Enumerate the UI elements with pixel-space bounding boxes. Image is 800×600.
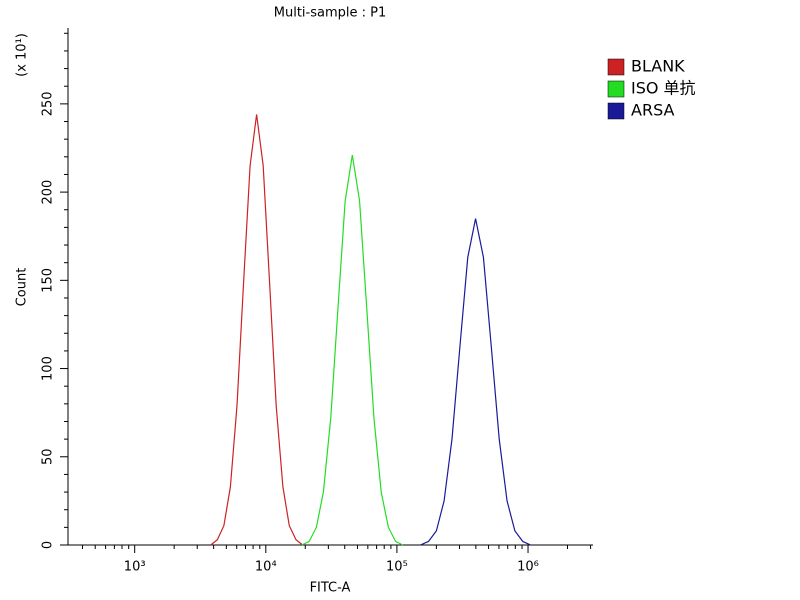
x-tick-label: 10³ (124, 560, 146, 575)
y-tick-label: 200 (41, 180, 56, 205)
series-line (420, 218, 531, 546)
y-tick-label: 0 (41, 541, 56, 549)
y-tick-label: 50 (41, 449, 56, 466)
series-line (301, 154, 404, 546)
x-tick-label: 10⁵ (386, 560, 408, 575)
y-tick-label: 250 (41, 91, 56, 116)
x-axis-label: FITC-A (310, 581, 351, 596)
x-tick-label: 10⁶ (517, 560, 539, 575)
y-tick-label: 100 (41, 356, 56, 381)
legend-label: ISO 单抗 (631, 79, 696, 98)
legend-label: ARSA (631, 101, 675, 120)
y-tick-label: 150 (41, 268, 56, 293)
chart-title: Multi-sample : P1 (274, 6, 387, 21)
y-axis-label: Count (15, 268, 30, 307)
x-tick-label: 10⁴ (255, 560, 277, 575)
series-line (210, 114, 304, 546)
legend-label: BLANK (631, 57, 685, 76)
legend-swatch (607, 58, 625, 76)
legend-swatch (607, 80, 625, 98)
y-annotation: (x 10¹) (15, 33, 30, 77)
legend-swatch (607, 102, 625, 120)
